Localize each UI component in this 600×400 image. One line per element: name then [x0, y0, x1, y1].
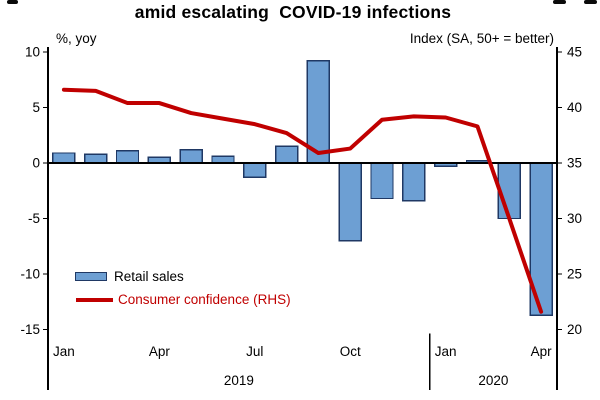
- bar-retail-sales-6: [243, 162, 267, 179]
- right-axis-tick-label: 30: [567, 211, 582, 226]
- chart-title: amid escalating COVID-19 infections: [134, 2, 452, 22]
- bar-retail-sales-11: [402, 162, 426, 202]
- bar-retail-sales-1: [84, 153, 108, 164]
- consumer-confidence-line: [61, 87, 544, 314]
- left-axis-tick-label: 10: [25, 45, 40, 60]
- bar-retail-sales-9: [338, 162, 362, 242]
- cropped-title-fragment: [553, 0, 566, 4]
- right-axis-title: Index (SA, 50+ = better): [409, 31, 554, 46]
- left-axis-tick-label: 5: [32, 100, 40, 115]
- bar-retail-sales-4: [179, 148, 203, 164]
- year-label: 2020: [478, 373, 508, 388]
- left-axis-tick-label: -5: [28, 211, 40, 226]
- legend-label: Consumer confidence (RHS): [118, 292, 291, 307]
- right-axis-tick-label: 25: [567, 267, 582, 282]
- month-label: Apr: [149, 344, 171, 359]
- month-label: Oct: [340, 344, 361, 359]
- bar-retail-sales-7: [274, 145, 299, 164]
- month-label: Apr: [531, 344, 553, 359]
- right-axis-tick-label: 20: [567, 322, 582, 337]
- right-axis-tick-label: 40: [567, 100, 582, 115]
- cropped-title-fragment: [7, 0, 18, 4]
- left-axis-tick-label: -10: [20, 267, 40, 282]
- bar-retail-sales-0: [52, 152, 76, 164]
- legend-item-retail-sales: Retail sales: [75, 265, 291, 288]
- month-label: Jul: [246, 344, 263, 359]
- bar-retail-sales-5: [211, 155, 235, 164]
- right-axis-tick-label: 35: [567, 156, 582, 171]
- bar-retail-sales-2: [115, 150, 140, 164]
- left-axis-tick-label: 0: [32, 156, 40, 171]
- month-label: Jan: [53, 344, 75, 359]
- cropped-title-fragment: [584, 0, 597, 4]
- bar-retail-sales-3: [147, 156, 172, 164]
- legend: Retail sales Consumer confidence (RHS): [75, 265, 291, 311]
- legend-line-swatch: [76, 297, 113, 302]
- left-axis-tick-label: -15: [20, 322, 40, 337]
- left-axis-title: %, yoy: [56, 31, 97, 46]
- year-label: 2019: [224, 373, 254, 388]
- legend-bar-swatch: [75, 272, 107, 281]
- legend-label: Retail sales: [114, 269, 184, 284]
- legend-item-consumer-confidence: Consumer confidence (RHS): [75, 288, 291, 311]
- month-label: Jan: [435, 344, 457, 359]
- right-axis-tick-label: 45: [567, 45, 582, 60]
- bar-retail-sales-10: [370, 162, 394, 200]
